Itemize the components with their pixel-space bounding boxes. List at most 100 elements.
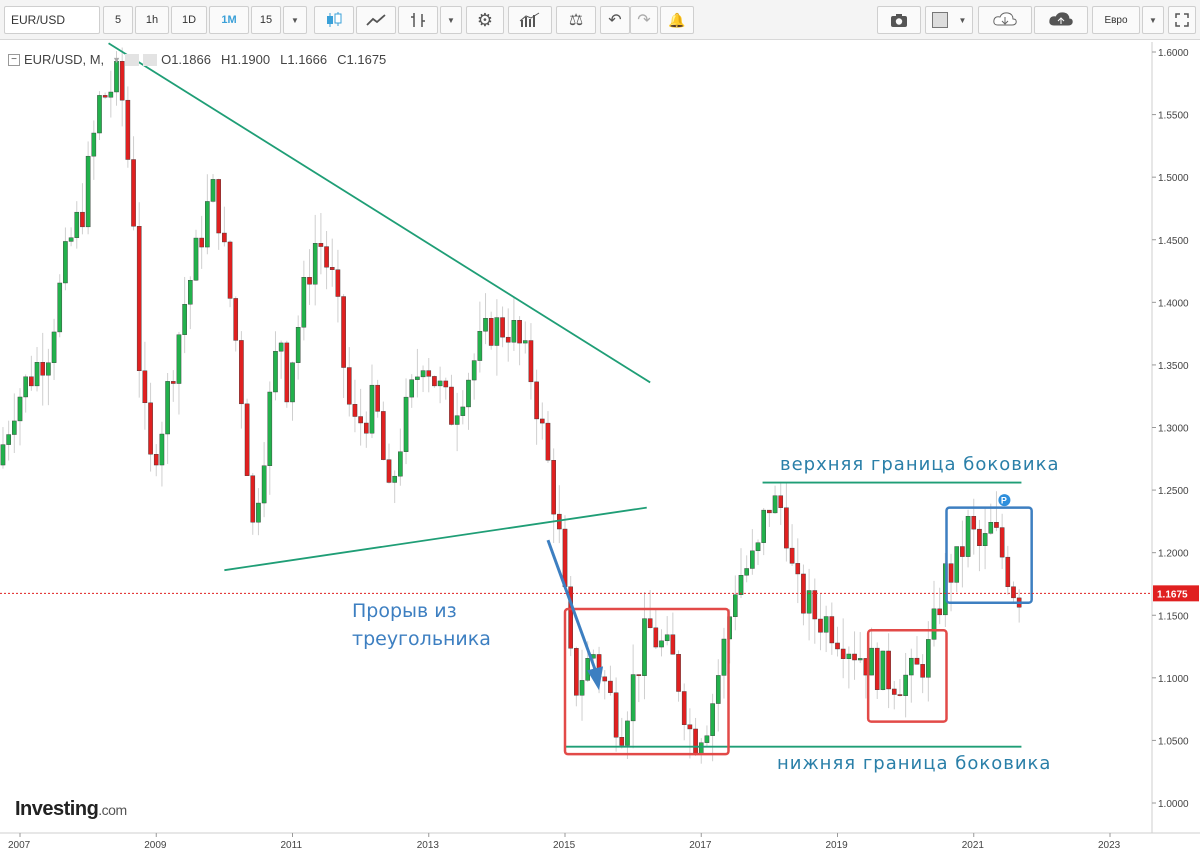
candle bbox=[522, 340, 528, 344]
candle bbox=[267, 391, 273, 466]
candle bbox=[188, 280, 193, 305]
red-box-2 bbox=[866, 629, 948, 723]
candle bbox=[250, 475, 256, 523]
candles-button[interactable] bbox=[314, 6, 354, 34]
redo-button[interactable]: ↷ bbox=[630, 6, 658, 34]
candle bbox=[977, 528, 982, 547]
currency-label: Евро bbox=[1104, 14, 1128, 26]
candle bbox=[278, 342, 284, 352]
y-tick-label: 1.0500 bbox=[1158, 736, 1189, 747]
y-tick-label: 1.4500 bbox=[1158, 236, 1189, 247]
gear-icon: ⚙ bbox=[476, 9, 494, 30]
candle bbox=[153, 454, 159, 466]
candle bbox=[307, 277, 312, 285]
candle bbox=[818, 618, 823, 633]
cloud-upload-icon bbox=[1049, 12, 1073, 26]
candle bbox=[420, 370, 426, 378]
fullscreen-icon bbox=[1175, 13, 1189, 27]
candle bbox=[358, 416, 363, 424]
candle bbox=[403, 396, 409, 452]
candle bbox=[681, 691, 687, 725]
upper-bound-label: верхняя граница боковика bbox=[780, 454, 1060, 475]
bar-chart-button[interactable] bbox=[398, 6, 438, 34]
candle bbox=[750, 550, 755, 569]
legend-visibility-icon[interactable] bbox=[125, 53, 140, 66]
candle bbox=[500, 317, 505, 338]
candle bbox=[432, 376, 437, 387]
screenshot-button[interactable] bbox=[877, 6, 921, 34]
breakout-arrow-line bbox=[546, 539, 599, 677]
candles-icon bbox=[327, 12, 342, 27]
lower-triangle-line bbox=[224, 506, 647, 572]
candle bbox=[630, 674, 636, 722]
candle bbox=[664, 634, 670, 642]
candle bbox=[982, 533, 988, 547]
last-price-tag bbox=[1153, 585, 1199, 602]
load-button[interactable] bbox=[978, 6, 1032, 34]
candle bbox=[318, 243, 324, 247]
fullscreen-button[interactable] bbox=[1168, 6, 1196, 34]
cloud-download-icon bbox=[993, 12, 1017, 26]
candle bbox=[909, 657, 914, 676]
candle bbox=[6, 434, 11, 445]
candle bbox=[642, 618, 647, 676]
interval-1m[interactable]: 1M bbox=[209, 6, 249, 34]
upper-triangle-line bbox=[108, 42, 651, 384]
y-tick-label: 1.5500 bbox=[1158, 111, 1189, 122]
y-tick-label: 1.6000 bbox=[1158, 48, 1189, 59]
candle bbox=[284, 342, 290, 403]
interval-15[interactable]: 15 bbox=[251, 6, 281, 34]
collapse-icon[interactable]: − bbox=[8, 53, 20, 66]
candle bbox=[477, 331, 483, 361]
candle bbox=[273, 351, 278, 393]
candle bbox=[715, 675, 721, 704]
undo-button[interactable]: ↶ bbox=[600, 6, 630, 34]
legend-dropdown-icon[interactable]: ▼ bbox=[112, 54, 122, 65]
indicators-button[interactable] bbox=[508, 6, 552, 34]
save-button[interactable] bbox=[1034, 6, 1088, 34]
line-chart-button[interactable] bbox=[356, 6, 396, 34]
compare-button[interactable]: ⚖ bbox=[556, 6, 596, 34]
candle bbox=[34, 362, 40, 387]
y-tick-label: 1.2500 bbox=[1158, 486, 1189, 497]
add-alert-button[interactable]: 🔔 bbox=[660, 6, 694, 34]
candle bbox=[210, 179, 216, 202]
breakout-text-2: треугольника bbox=[352, 628, 491, 650]
candle bbox=[415, 376, 420, 380]
chevron-down-icon: ▼ bbox=[1149, 15, 1157, 25]
candle bbox=[619, 737, 625, 746]
currency-dropdown[interactable]: ▼ bbox=[1142, 6, 1164, 34]
symbol-input[interactable]: EUR/USD bbox=[4, 6, 100, 34]
candle bbox=[568, 586, 573, 649]
legend-settings-icon[interactable] bbox=[143, 53, 158, 66]
currency-select[interactable]: Евро bbox=[1092, 6, 1140, 34]
candle bbox=[199, 237, 204, 248]
candle bbox=[528, 340, 534, 383]
interval-5[interactable]: 5 bbox=[103, 6, 133, 34]
candle bbox=[823, 616, 829, 633]
candle bbox=[517, 320, 522, 344]
interval-dropdown[interactable]: ▼ bbox=[283, 6, 307, 34]
chart-type-dropdown[interactable]: ▼ bbox=[440, 6, 462, 34]
candle bbox=[239, 340, 244, 405]
candle bbox=[551, 460, 556, 515]
high-value: H1.1900 bbox=[220, 52, 271, 67]
settings-button[interactable]: ⚙ bbox=[466, 6, 504, 34]
candle bbox=[772, 495, 778, 514]
interval-1h[interactable]: 1h bbox=[135, 6, 169, 34]
candle bbox=[449, 386, 454, 425]
candle bbox=[426, 370, 432, 377]
color-picker[interactable]: ▼ bbox=[925, 6, 973, 34]
interval-1d[interactable]: 1D bbox=[171, 6, 207, 34]
breakout-arrow-head bbox=[587, 666, 604, 691]
ohlc-values: O1.1866 H1.1900 L1.1666 C1.1675 bbox=[161, 52, 396, 67]
x-tick-label: 2019 bbox=[826, 840, 849, 851]
undo-icon: ↶ bbox=[608, 12, 622, 29]
toolbar: EUR/USD 5 1h 1D 1M 15 ▼ ▼ ⚙ ⚖ ↶ ↷ 🔔 ▼ Ев… bbox=[0, 0, 1200, 40]
candle bbox=[585, 658, 591, 681]
y-tick-label: 1.0000 bbox=[1158, 799, 1189, 810]
logo-brand: Investing bbox=[15, 798, 99, 820]
candle bbox=[46, 362, 51, 376]
candle bbox=[398, 451, 403, 477]
